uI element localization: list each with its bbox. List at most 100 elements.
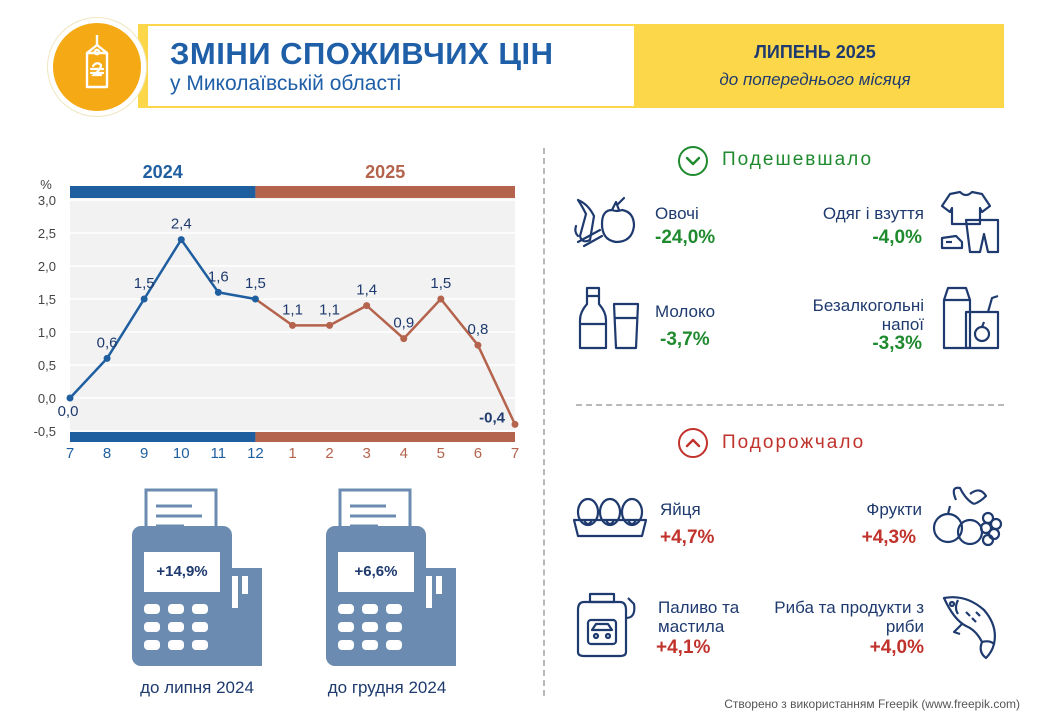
y-tick-label: 1,0 [38,325,56,340]
year-label: 2025 [365,162,405,182]
item-value-fuel: +4,1% [656,637,711,658]
item-value-clothing: -4,0% [872,227,922,248]
y-tick-label: 0,0 [38,391,56,406]
soft-drinks-icon [942,286,1000,350]
cheaper-title: Подешевшало [722,149,874,170]
terminal-caption-right: до грудня 2024 [327,678,447,697]
fruits-icon [932,486,1003,547]
vegetables-icon [574,196,636,248]
x-tick-label: 3 [362,445,370,462]
item-label-fish: Риба та продукти з риби [774,598,924,636]
value-labels: 0,0 0,6 1,5 2,4 1,6 1,5 1,1 1,1 1,4 0,9 1,5 0,8 -0,4 [58,216,506,427]
chart-grid [70,198,515,433]
data-label: 1,4 [356,282,377,299]
x-tick-label: 9 [140,445,148,462]
data-point [363,302,371,310]
item-label-fuel: Паливо та мастила [658,598,740,636]
x-tick-label: 5 [437,445,445,462]
plot-area [70,198,515,433]
data-point [177,236,185,244]
fuel-icon [576,592,636,658]
data-point [400,335,408,343]
price-tag-hryvnia-icon [85,35,109,89]
x-tick-label: 11 [211,445,227,462]
data-label: 1,1 [319,301,340,318]
vertical-divider [543,148,545,696]
terminal-value-right: +6,6% [354,563,398,580]
x-tick-label: 7 [511,445,519,462]
clothing-icon [940,190,1000,254]
page-title: ЗМІНИ СПОЖИВЧИХ ЦІН [170,36,554,71]
item-label-vegetables: Овочі [655,204,699,223]
series-line-2025 [254,297,517,425]
data-label: 0,0 [58,403,79,420]
terminal-right [316,484,466,679]
y-tick-label: 2,5 [38,226,56,241]
data-point [251,295,259,303]
chevron-down-icon [678,146,708,176]
item-value-fish: +4,0% [869,637,924,658]
y-tick-label: -0,5 [34,424,56,439]
data-label: -0,4 [479,409,506,426]
item-value-milk: -3,7% [660,329,710,350]
x-tick-label: 4 [400,445,408,462]
item-value-soft-drinks: -3,3% [872,333,922,354]
year-label: 2024 [143,162,183,182]
item-value-eggs: +4,7% [660,527,715,548]
y-tick-label: 0,5 [38,358,56,373]
year-band-bottom [70,432,256,442]
credit-text: Створено з використанням Freepik (www.fr… [724,697,1020,711]
data-point [103,354,111,362]
data-label: 0,8 [467,321,488,338]
data-label: 1,1 [282,301,303,318]
item-value-fruits: +4,3% [861,527,916,548]
item-label-eggs: Яйця [660,500,701,519]
x-tick-label: 6 [474,445,482,462]
item-label-clothing: Одяг і взуття [822,204,924,223]
y-axis: 3,0 2,5 2,0 1,5 1,0 0,5 0,0 -0,5% [34,177,56,439]
horizontal-divider [576,404,1004,406]
data-point [214,288,222,296]
data-label: 1,5 [245,275,266,292]
terminal-caption-left: до липня 2024 [140,678,254,697]
series-points [66,236,519,428]
item-label-milk: Молоко [655,302,716,321]
y-tick-label: 1,5 [38,292,56,307]
payment-terminal-icon [326,488,456,666]
data-label: 1,5 [134,275,155,292]
data-point [289,321,296,329]
x-tick-label: 2 [325,445,333,462]
item-label-soft-drinks: Безалкогольні напої [812,296,924,334]
x-tick-label: 10 [173,445,190,462]
milk-icon [578,286,640,350]
x-tick-label: 8 [103,445,111,462]
data-label: 1,5 [430,275,451,292]
period-label: ЛИПЕНЬ 2025 [754,42,876,62]
data-point [66,394,74,402]
data-label: 0,9 [393,315,414,332]
year-band-top [255,186,515,198]
x-tick-label: 7 [66,445,74,462]
x-tick-label: 12 [247,445,264,462]
x-tick-label: 1 [288,445,296,462]
y-axis-unit: % [40,177,52,192]
title-box [148,26,634,106]
x-axis: 7 8 9 10 11 12 1 2 3 4 5 6 7 [66,445,519,462]
pricier-title: Подорожчало [722,432,866,453]
data-label: 2,4 [171,216,192,233]
terminal-left [122,484,272,679]
item-value-vegetables: -24,0% [655,227,716,248]
y-tick-label: 3,0 [38,193,56,208]
page-subtitle: у Миколаївській області [170,72,402,95]
year-band-top [70,186,256,198]
data-point [437,295,445,303]
period-sublabel: до попереднього місяця [719,70,911,89]
data-label: 0,6 [97,334,118,351]
data-point [140,295,148,303]
fish-icon [942,596,996,660]
series-lines [69,237,517,425]
series-line-2024 [69,237,256,399]
eggs-icon [572,497,648,538]
data-label: 1,6 [208,268,229,285]
